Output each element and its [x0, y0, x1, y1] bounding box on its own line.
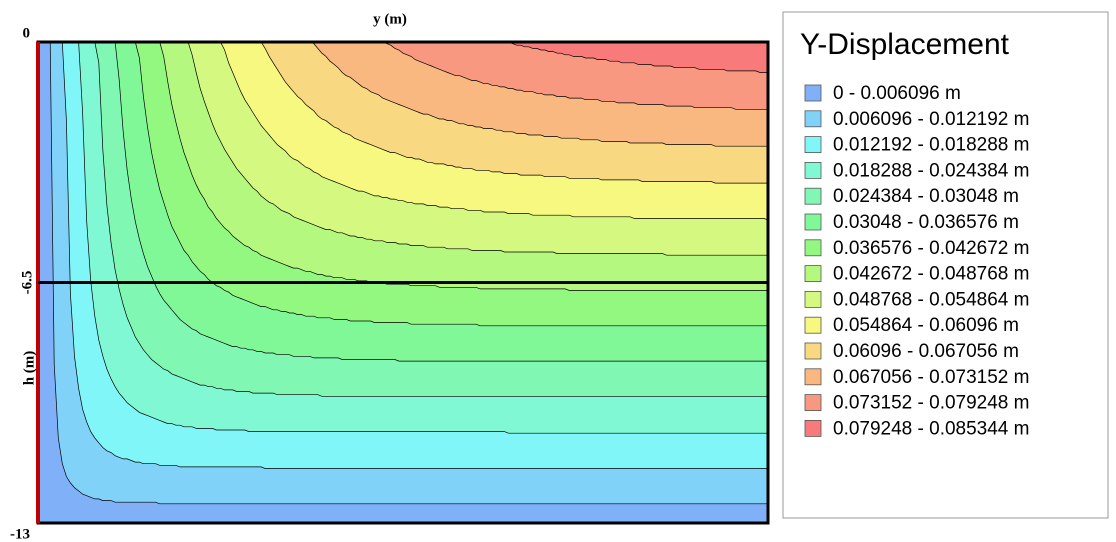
legend-swatch [804, 213, 822, 231]
plot-area [36, 40, 770, 525]
legend-label: 0.006096 - 0.012192 m [833, 109, 1030, 130]
legend-swatch [804, 136, 822, 154]
y-axis-label: h (m) [21, 351, 37, 386]
legend-swatch [804, 84, 822, 102]
legend-label: 0.048768 - 0.054864 m [833, 289, 1030, 310]
legend-label: 0.073152 - 0.079248 m [833, 393, 1030, 414]
x-axis-label: y (m) [373, 11, 407, 27]
legend-label: 0.06096 - 0.067056 m [833, 341, 1019, 362]
y-tick-label: 0 [23, 25, 31, 41]
legend-swatch [804, 187, 822, 205]
legend-label: 0.012192 - 0.018288 m [833, 135, 1030, 156]
legend-label: 0.042672 - 0.048768 m [833, 264, 1030, 285]
legend-label: 0.03048 - 0.036576 m [833, 212, 1019, 233]
legend-swatch [804, 110, 822, 128]
legend-swatch [804, 161, 822, 179]
legend-swatch [804, 394, 822, 412]
legend-title: Y-Displacement [800, 28, 1010, 61]
legend-label: 0.067056 - 0.073152 m [833, 367, 1030, 388]
legend-label: 0.054864 - 0.06096 m [833, 315, 1019, 336]
y-tick-label: -13 [10, 526, 30, 542]
legend-label: 0 - 0.006096 m [833, 83, 961, 104]
legend-swatch [804, 265, 822, 283]
legend-swatch [804, 316, 822, 334]
legend-label: 0.024384 - 0.03048 m [833, 186, 1019, 207]
legend-swatch [804, 342, 822, 360]
legend-label: 0.018288 - 0.024384 m [833, 160, 1030, 181]
legend-swatch [804, 290, 822, 308]
legend-label: 0.079248 - 0.085344 m [833, 418, 1030, 439]
legend-label: 0.036576 - 0.042672 m [833, 238, 1030, 259]
legend-swatch [804, 368, 822, 386]
legend-swatch [804, 239, 822, 257]
legend-box [782, 11, 1109, 519]
legend-swatch [804, 419, 822, 437]
y-tick-label: -6.5 [19, 271, 35, 295]
